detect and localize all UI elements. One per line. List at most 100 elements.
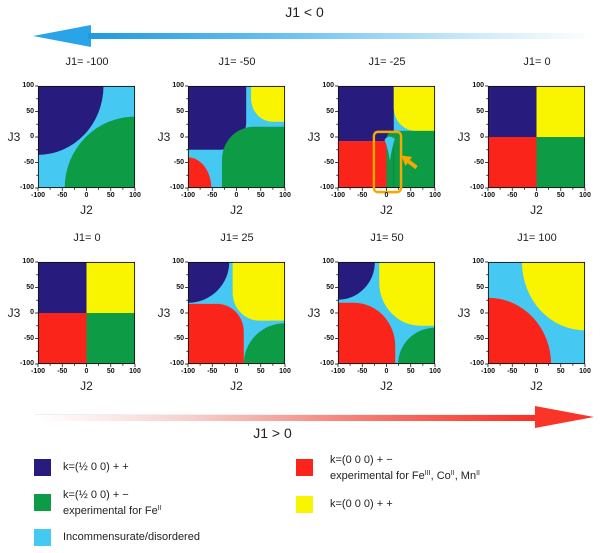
x-tick-label: -100 bbox=[30, 192, 45, 199]
legend-text-part: k=(0 0 0) + + bbox=[330, 498, 393, 510]
region-yellow bbox=[251, 86, 285, 122]
x-axis-label: J2 bbox=[80, 203, 93, 217]
x-tick-label: 0 bbox=[534, 192, 539, 199]
y-axis-label: J3 bbox=[307, 130, 321, 144]
region-yellow bbox=[536, 86, 585, 137]
legend-swatch-yellow bbox=[296, 496, 313, 513]
x-tick-label: 50 bbox=[556, 192, 565, 199]
x-tick-label: -100 bbox=[180, 192, 195, 199]
region-yellow bbox=[379, 262, 435, 326]
legend-swatch-green bbox=[34, 494, 51, 511]
plot-frame bbox=[37, 261, 136, 365]
y-tick-label: -100 bbox=[169, 184, 184, 191]
region-green bbox=[243, 323, 285, 364]
legend-text-part: k=(0 0 0) + − bbox=[330, 454, 393, 466]
x-tick-label: -100 bbox=[30, 368, 45, 375]
region-red bbox=[488, 297, 552, 364]
region-green bbox=[86, 313, 135, 364]
region-red bbox=[38, 313, 87, 364]
region-navy bbox=[38, 262, 87, 313]
region-yellow bbox=[393, 86, 435, 131]
legend-superscript: III bbox=[424, 470, 431, 477]
x-tick-label: 100 bbox=[129, 192, 141, 199]
y-axis-label: J3 bbox=[7, 130, 21, 144]
region-yellow bbox=[232, 262, 285, 321]
y-tick-label: -100 bbox=[319, 360, 334, 367]
panel-title: J1= 25 bbox=[220, 232, 254, 244]
x-tick-label: 0 bbox=[234, 368, 239, 375]
tick-marks bbox=[35, 85, 136, 192]
x-tick-label: 100 bbox=[279, 368, 291, 375]
legend-label-red: k=(0 0 0) + − experimental for FeIII, CoI… bbox=[330, 454, 480, 483]
x-tick-label: 100 bbox=[579, 368, 591, 375]
x-axis-label: J2 bbox=[230, 203, 243, 217]
y-tick-label: -50 bbox=[23, 334, 34, 342]
y-tick-label: -100 bbox=[19, 360, 34, 367]
x-tick-label: 0 bbox=[384, 192, 389, 199]
panel-4-j1-0: J1= 0 -100 -100 -50 -50 0 0 50 50 100 100 J3 J2 bbox=[0, 232, 150, 400]
x-tick-label: -50 bbox=[57, 192, 68, 199]
legend-label-yellow: k=(0 0 0) + + bbox=[330, 498, 393, 511]
region-cyan bbox=[384, 136, 395, 162]
phase-plot bbox=[35, 85, 136, 192]
x-axis-label: J2 bbox=[530, 379, 543, 393]
y-tick-label: -100 bbox=[319, 184, 334, 191]
y-tick-label: 50 bbox=[326, 283, 334, 291]
j1-positive-label: J1 > 0 bbox=[253, 425, 292, 441]
x-tick-label: 50 bbox=[556, 368, 565, 375]
x-tick-label: -50 bbox=[507, 192, 518, 199]
y-tick-label: 100 bbox=[22, 258, 34, 265]
y-tick-label: -50 bbox=[173, 334, 184, 342]
region-navy bbox=[338, 262, 375, 300]
region-green bbox=[536, 137, 585, 188]
legend-label-line: k=(½ 0 0) + + bbox=[63, 461, 129, 474]
region-red bbox=[188, 157, 212, 188]
phase-plot bbox=[335, 85, 436, 194]
tick-marks bbox=[485, 261, 586, 368]
region-green bbox=[398, 327, 435, 364]
x-tick-label: 0 bbox=[384, 368, 389, 375]
region-red bbox=[188, 303, 244, 364]
y-tick-label: -50 bbox=[173, 158, 184, 166]
legend-label-cyan: Incommensurate/disordered bbox=[63, 531, 200, 544]
plot-frame bbox=[187, 85, 286, 189]
y-tick-label: 100 bbox=[22, 82, 34, 89]
region-red bbox=[338, 141, 387, 188]
y-tick-label: -50 bbox=[473, 158, 484, 166]
region-green bbox=[64, 116, 135, 188]
panel-7-j1-100: J1= 100 -100 -100 -50 -50 0 0 50 50 100 100 J3 J2 bbox=[450, 232, 600, 400]
y-tick-label: 50 bbox=[476, 283, 484, 291]
x-axis-label: J2 bbox=[380, 379, 393, 393]
y-tick-label: 100 bbox=[322, 82, 334, 89]
region-green bbox=[221, 126, 285, 188]
y-tick-label: 100 bbox=[472, 82, 484, 89]
right-arrow-shaft bbox=[35, 414, 537, 421]
x-tick-label: -100 bbox=[480, 368, 495, 375]
highlight-rectangle bbox=[372, 130, 403, 194]
legend-label-line: Incommensurate/disordered bbox=[63, 531, 200, 544]
legend-label-line: experimental for FeII bbox=[63, 502, 162, 518]
legend-superscript: II bbox=[157, 505, 162, 512]
y-axis-label: J3 bbox=[157, 306, 171, 320]
x-tick-label: 0 bbox=[234, 192, 239, 199]
legend-label-green: k=(½ 0 0) + − experimental for FeII bbox=[63, 489, 162, 518]
y-axis-label: J3 bbox=[7, 306, 21, 320]
highlight-arrow-shaft bbox=[407, 159, 418, 170]
tick-marks bbox=[185, 85, 286, 192]
panel-3-j1-0: J1= 0 -100 -100 -50 -50 0 0 50 50 100 100 J3 J2 bbox=[450, 56, 600, 224]
y-tick-label: 50 bbox=[176, 283, 184, 291]
legend-superscript: II bbox=[450, 470, 455, 477]
region-navy bbox=[188, 86, 247, 150]
y-tick-label: 0 bbox=[330, 309, 334, 316]
y-axis-label: J3 bbox=[307, 306, 321, 320]
x-tick-label: 0 bbox=[534, 368, 539, 375]
y-tick-label: 50 bbox=[176, 107, 184, 115]
x-tick-label: -100 bbox=[480, 192, 495, 199]
x-tick-label: 100 bbox=[429, 368, 441, 375]
panel-title: J1= -100 bbox=[65, 56, 109, 68]
y-tick-label: 50 bbox=[26, 283, 34, 291]
region-green bbox=[386, 130, 435, 188]
y-tick-label: -50 bbox=[323, 158, 334, 166]
legend-superscript: II bbox=[476, 470, 480, 477]
